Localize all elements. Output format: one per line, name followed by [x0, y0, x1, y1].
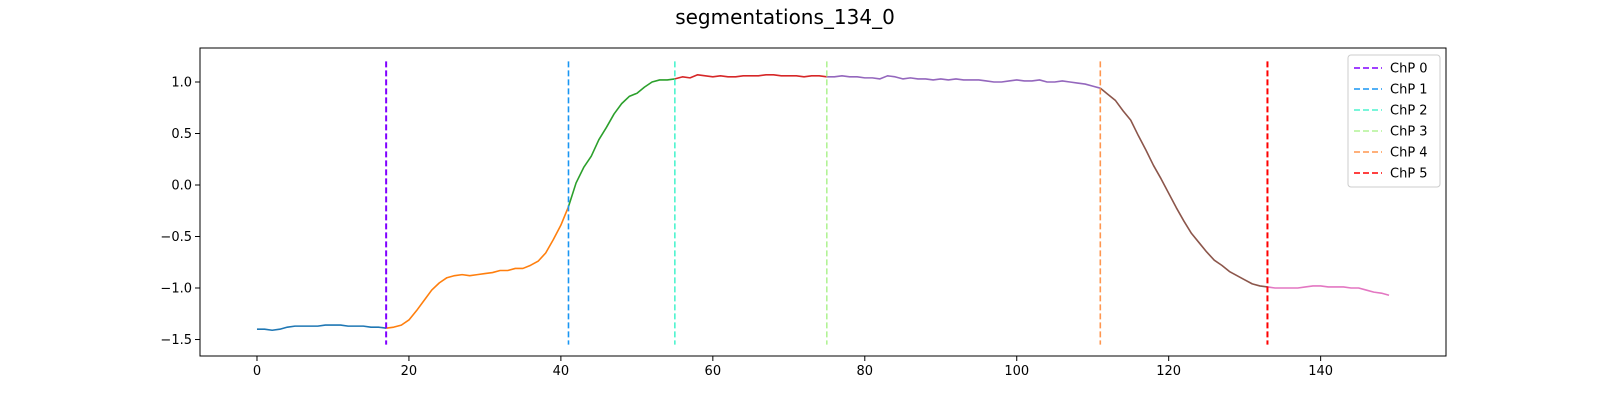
legend-label: ChP 3	[1390, 125, 1428, 140]
y-tick-label: −1.5	[160, 333, 192, 348]
legend-label: ChP 2	[1390, 104, 1428, 119]
x-tick-label: 60	[705, 364, 722, 379]
legend-label: ChP 0	[1390, 62, 1428, 77]
legend-label: ChP 5	[1390, 167, 1428, 182]
series-line-4	[826, 75, 1101, 89]
x-tick-label: 120	[1156, 364, 1181, 379]
y-tick-label: −0.5	[160, 230, 192, 245]
y-tick-label: 0.0	[171, 179, 192, 194]
series-line-5	[1099, 87, 1268, 288]
y-tick-label: 0.5	[171, 127, 192, 142]
x-tick-label: 40	[553, 364, 570, 379]
chart-title: segmentations_134_0	[675, 5, 895, 29]
axes-frame	[199, 47, 1447, 357]
series-line-3	[674, 73, 827, 80]
series-line-0	[256, 324, 387, 332]
series-line-2	[567, 78, 675, 207]
x-tick-label: 0	[253, 364, 261, 379]
y-tick-label: 1.0	[171, 75, 192, 90]
series-line-1	[386, 206, 570, 329]
plot-area: 0 20 40 60 80 100 120 140 −1.5 −1.0 −0.5 0.0 0.5 1.0	[160, 61, 1390, 379]
x-tick-label: 20	[401, 364, 418, 379]
series-line-6	[1267, 285, 1390, 296]
x-tick-label: 140	[1308, 364, 1333, 379]
legend-label: ChP 1	[1390, 83, 1428, 98]
x-tick-label: 80	[857, 364, 874, 379]
y-tick-label: −1.0	[160, 282, 192, 297]
legend-label: ChP 4	[1390, 146, 1428, 161]
legend: ChP 0 ChP 1 ChP 2 ChP 3 ChP 4 ChP 5	[1347, 54, 1441, 188]
x-tick-label: 100	[1004, 364, 1029, 379]
legend-box	[1347, 54, 1441, 188]
